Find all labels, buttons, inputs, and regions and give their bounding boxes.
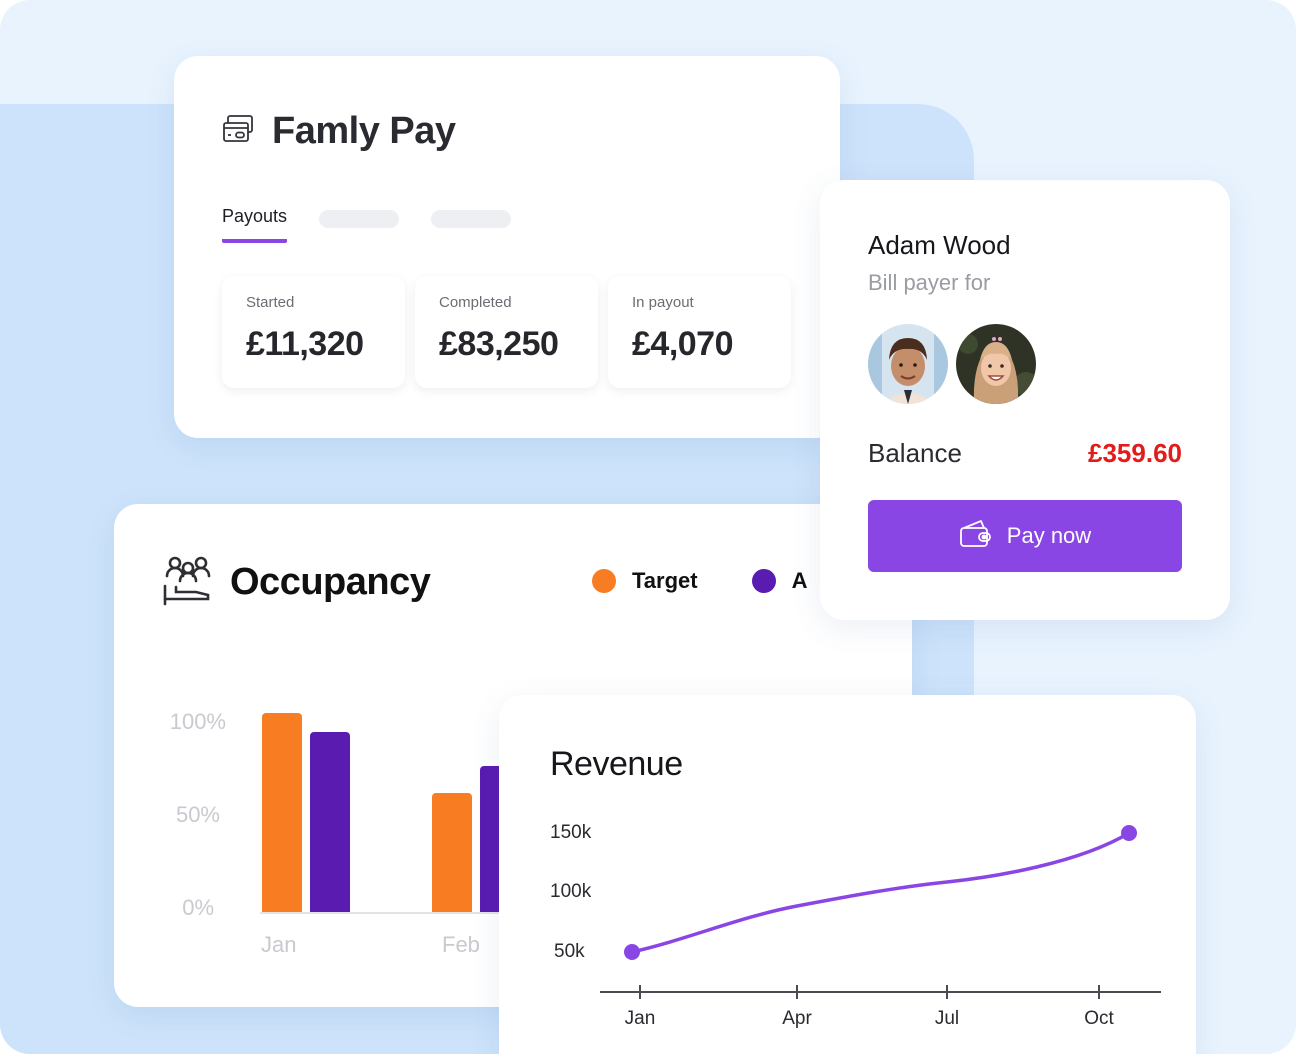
payout-tabs: Payouts <box>222 206 512 243</box>
legend-dot-icon <box>592 569 616 593</box>
x-tick-jan: Jan <box>261 932 297 957</box>
bill-payer-card: Adam Wood Bill payer for <box>820 180 1230 620</box>
chart-legend: Target A <box>592 568 862 594</box>
payer-subtitle: Bill payer for <box>868 270 991 295</box>
stat-value: £4,070 <box>632 325 734 363</box>
child-avatar-girl[interactable] <box>956 324 1036 404</box>
bar-jan-target[interactable] <box>262 713 302 913</box>
payer-name: Adam Wood <box>868 230 1011 260</box>
y-tick-100k: 100k <box>550 881 592 902</box>
children-avatars <box>868 324 1036 404</box>
legend-label: Target <box>632 568 698 593</box>
pay-now-button[interactable]: Pay now <box>868 500 1182 572</box>
legend-target[interactable]: Target <box>592 568 698 594</box>
occupancy-title: Occupancy <box>230 561 431 603</box>
legend-label: A <box>791 568 808 593</box>
wallet-icon <box>959 518 993 554</box>
y-tick-100: 100% <box>169 709 226 734</box>
legend-actual[interactable]: A <box>751 568 808 594</box>
famly-pay-title: Famly Pay <box>272 110 456 152</box>
data-point-oct[interactable] <box>1121 825 1137 841</box>
people-bed-icon <box>162 554 214 611</box>
data-point-jan[interactable] <box>624 944 640 960</box>
tab-placeholder-3[interactable] <box>431 210 512 228</box>
balance-value: £359.60 <box>1088 438 1182 468</box>
stat-started: Started £11,320 <box>222 276 405 388</box>
stat-label: Completed <box>439 294 512 311</box>
famly-pay-card: Famly Pay Payouts Started £11,320 Comple… <box>174 56 840 438</box>
bar-feb-target[interactable] <box>432 793 472 913</box>
x-tick-jan: Jan <box>625 1008 656 1029</box>
credit-cards-icon <box>222 114 254 149</box>
tab-payouts[interactable]: Payouts <box>222 206 288 243</box>
stat-value: £83,250 <box>439 325 559 363</box>
stat-label: In payout <box>632 294 694 311</box>
stat-in-payout: In payout £4,070 <box>608 276 791 388</box>
y-tick-50k: 50k <box>554 941 585 962</box>
stat-label: Started <box>246 294 295 311</box>
payout-stats: Started £11,320 Completed £83,250 In pay… <box>222 276 791 388</box>
x-tick-oct: Oct <box>1084 1008 1114 1029</box>
legend-dot-icon <box>751 569 776 593</box>
balance-label: Balance <box>868 438 962 468</box>
stat-value: £11,320 <box>246 325 364 363</box>
occupancy-header: Occupancy <box>162 554 431 611</box>
tab-placeholder-2[interactable] <box>319 210 400 228</box>
y-tick-50: 50% <box>175 802 220 827</box>
famly-pay-header: Famly Pay <box>222 110 456 153</box>
x-tick-jul: Jul <box>935 1008 959 1029</box>
revenue-card: Revenue 150k 100k 50k Jan Apr Jul Oct <box>499 695 1196 1054</box>
x-tick-feb: Feb <box>442 932 480 957</box>
pay-now-label: Pay now <box>1006 523 1092 548</box>
y-tick-150k: 150k <box>550 822 592 843</box>
revenue-title: Revenue <box>550 745 683 783</box>
y-tick-0: 0% <box>182 895 214 920</box>
revenue-line-chart: 150k 100k 50k Jan Apr Jul Oct <box>550 822 1161 1029</box>
balance-row: Balance £359.60 <box>868 438 1182 469</box>
revenue-line <box>630 831 1131 954</box>
x-tick-apr: Apr <box>782 1008 812 1029</box>
stat-completed: Completed £83,250 <box>415 276 598 388</box>
x-axis-line <box>260 912 500 914</box>
child-avatar-boy[interactable] <box>868 324 948 404</box>
bar-jan-actual[interactable] <box>310 732 350 913</box>
